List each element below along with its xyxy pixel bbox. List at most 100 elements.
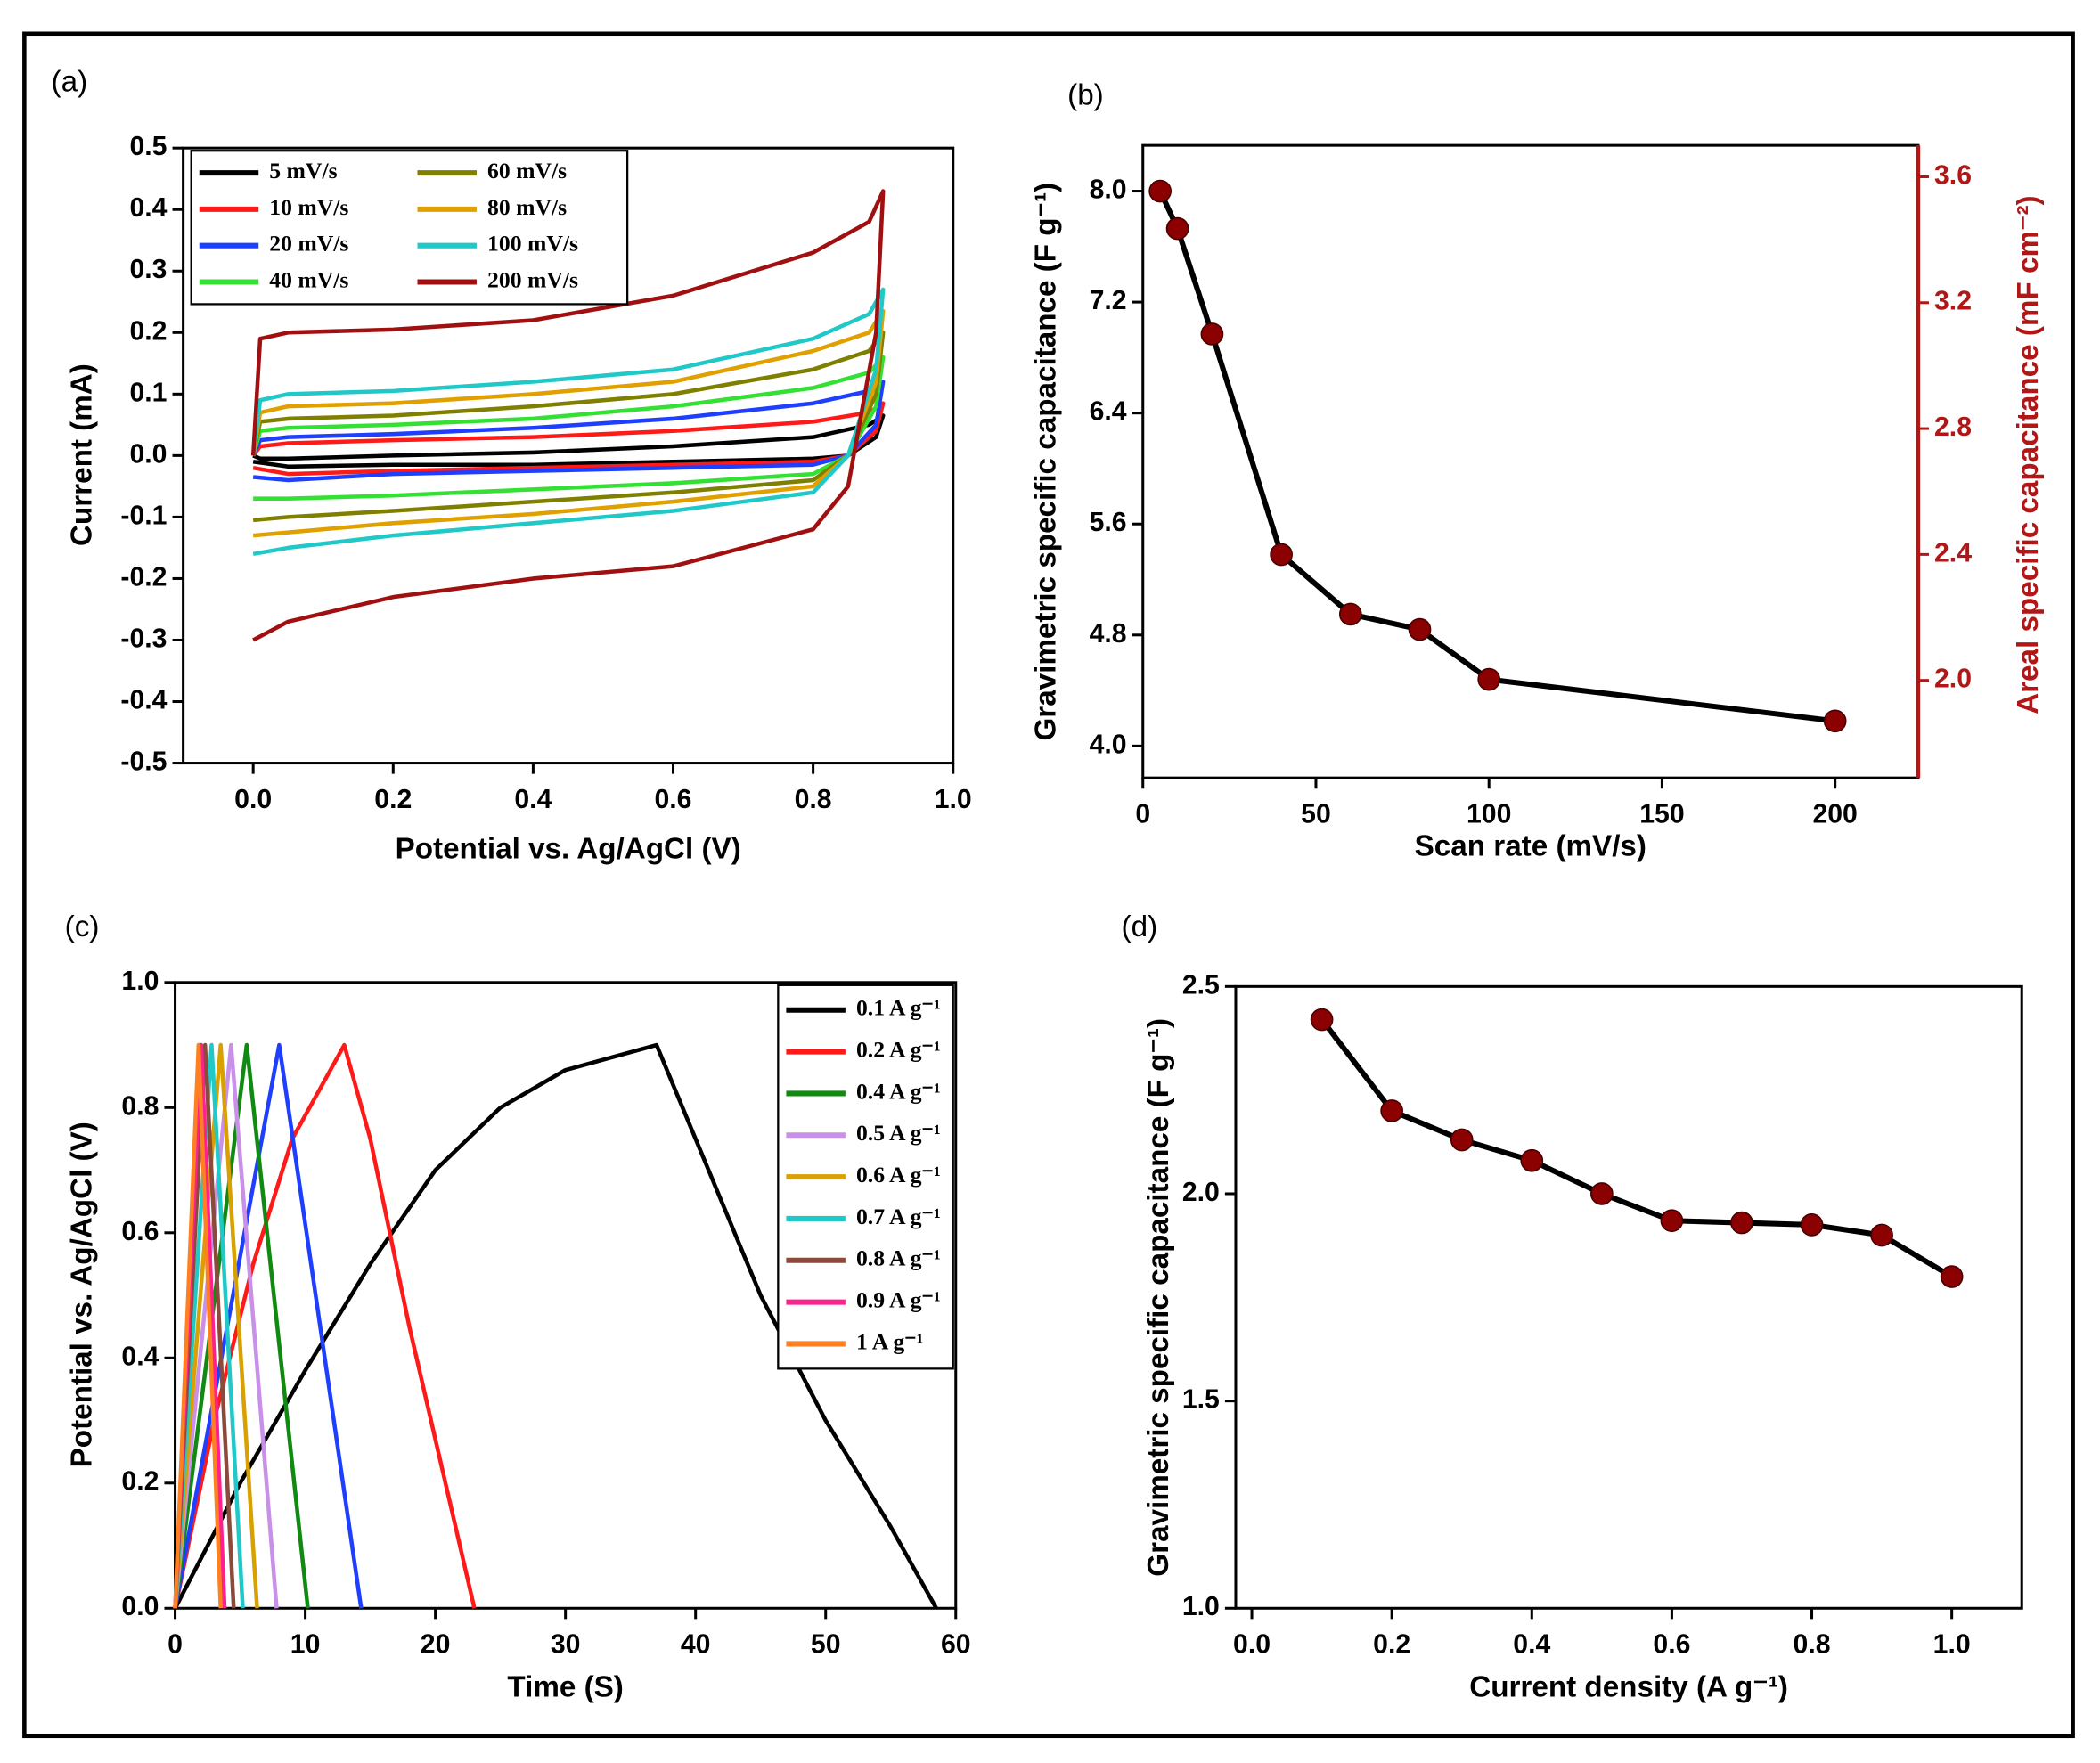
marker <box>1477 667 1501 691</box>
x-tick-label: 1.0 <box>1933 1630 1971 1660</box>
series-line <box>173 1042 364 1609</box>
marker <box>1338 602 1362 626</box>
legend-label: 40 mV/s <box>269 266 348 292</box>
x-tick-label: 40 <box>681 1630 711 1660</box>
y-tick-label: 2.0 <box>1182 1178 1220 1207</box>
marker <box>1165 216 1189 241</box>
y-tick-label: 0.6 <box>121 1217 159 1246</box>
y-axis-label: Current (mA) <box>66 363 99 546</box>
x-tick-label: 60 <box>941 1630 971 1660</box>
series-line <box>173 1042 259 1609</box>
legend-box <box>190 150 629 306</box>
marker <box>1200 322 1224 346</box>
y-tick-label: 0.3 <box>129 255 167 284</box>
series-line <box>250 331 886 523</box>
marker <box>1270 543 1293 567</box>
y-tick-label: 5.6 <box>1090 508 1127 537</box>
x-tick-label: 0.0 <box>234 785 272 814</box>
series-line <box>1157 190 1836 724</box>
series-line <box>252 413 886 469</box>
x-tick-label: 150 <box>1639 799 1684 828</box>
x-axis-label: Time (S) <box>507 1671 623 1704</box>
legend-label: 200 mV/s <box>487 266 578 292</box>
x-tick-label: 0 <box>168 1630 183 1660</box>
y-axis-label: Potential vs. Ag/AgCl (V) <box>66 1122 99 1467</box>
plot-frame <box>1234 984 2023 1610</box>
legend-label: 60 mV/s <box>487 158 567 184</box>
x-tick-label: 0.4 <box>514 785 552 814</box>
marker <box>1408 617 1432 641</box>
y-tick-label: 0.0 <box>129 439 167 469</box>
y-tick-label: 0.8 <box>121 1091 159 1121</box>
marker <box>1730 1211 1753 1235</box>
figure-frame <box>22 31 2075 1739</box>
y-tick-label: -0.1 <box>120 501 167 530</box>
marker <box>1823 709 1847 733</box>
legend-label: 0.4 A g⁻¹ <box>856 1078 941 1104</box>
y-tick-label: -0.5 <box>120 747 167 777</box>
x-tick-label: 0.6 <box>655 785 692 814</box>
x-axis-label: Current density (A g⁻¹) <box>1469 1671 1788 1704</box>
x-tick-label: 1.0 <box>935 785 972 814</box>
series-line <box>173 1042 279 1609</box>
x-tick-label: 0.8 <box>1794 1630 1831 1660</box>
panel-label: (c) <box>65 910 100 943</box>
marker <box>1450 1128 1474 1152</box>
series-line <box>251 380 886 483</box>
x-tick-label: 0.8 <box>795 785 832 814</box>
y-axis-label: Gravimetric specific capacitance (F g⁻¹) <box>1029 183 1062 741</box>
legend-label: 1 A g⁻¹ <box>856 1328 923 1354</box>
legend-label: 0.8 A g⁻¹ <box>856 1245 941 1271</box>
y2-tick-label: 2.0 <box>1934 665 1972 694</box>
marker <box>1940 1265 1964 1288</box>
series-line <box>250 189 886 642</box>
y2-tick-label: 2.8 <box>1934 412 1972 442</box>
y-tick-label: 1.5 <box>1182 1385 1220 1415</box>
legend-label: 100 mV/s <box>487 231 578 257</box>
y-tick-label: -0.2 <box>120 562 167 592</box>
x-tick-label: 20 <box>421 1630 451 1660</box>
y2-tick-label: 3.6 <box>1934 160 1972 190</box>
panel-label: (a) <box>52 65 88 98</box>
marker <box>1870 1223 1893 1247</box>
series-line <box>173 1042 223 1609</box>
y-axis-label: Gravimetric specific capacitance (F g⁻¹) <box>1142 1018 1175 1577</box>
legend-label: 0.9 A g⁻¹ <box>856 1286 941 1312</box>
marker <box>1660 1209 1684 1233</box>
y-tick-label: 1.0 <box>1182 1592 1220 1621</box>
y-tick-label: -0.3 <box>120 624 167 653</box>
legend-label: 10 mV/s <box>269 194 348 220</box>
y-tick-label: -0.4 <box>120 686 167 715</box>
legend-label: 0.1 A g⁻¹ <box>856 995 941 1021</box>
legend-label: 5 mV/s <box>269 158 337 184</box>
x-tick-label: 30 <box>551 1630 581 1660</box>
series-line <box>1320 1017 1954 1279</box>
panel-label: (b) <box>1067 79 1104 112</box>
x-axis-label: Potential vs. Ag/AgCl (V) <box>396 833 741 866</box>
y-tick-label: 0.0 <box>121 1592 159 1621</box>
x-tick-label: 10 <box>290 1630 321 1660</box>
y-tick-label: 1.0 <box>121 967 159 996</box>
x-tick-label: 0.2 <box>374 785 412 814</box>
marker <box>1310 1008 1334 1032</box>
marker <box>1148 179 1173 203</box>
series-line <box>173 1042 245 1609</box>
series-line <box>250 287 886 557</box>
y-tick-label: 6.4 <box>1090 397 1127 427</box>
y-tick-label: 0.2 <box>129 316 167 346</box>
y-tick-label: 0.4 <box>129 193 167 223</box>
y-tick-label: 0.2 <box>121 1467 159 1497</box>
x-tick-label: 200 <box>1812 799 1857 828</box>
x-tick-label: 50 <box>811 1630 841 1660</box>
y-tick-label: 0.1 <box>129 378 167 407</box>
legend-label: 0.2 A g⁻¹ <box>856 1036 941 1062</box>
series-line <box>173 1042 477 1609</box>
legend-label: 0.6 A g⁻¹ <box>856 1162 941 1188</box>
x-tick-label: 50 <box>1301 799 1331 828</box>
marker <box>1800 1213 1824 1237</box>
x-tick-label: 0.0 <box>1233 1630 1271 1660</box>
series-line <box>250 355 886 501</box>
x-tick-label: 0 <box>1135 799 1150 828</box>
y2-axis-label: Areal specific capacitance (mF cm⁻²) <box>2012 195 2045 714</box>
